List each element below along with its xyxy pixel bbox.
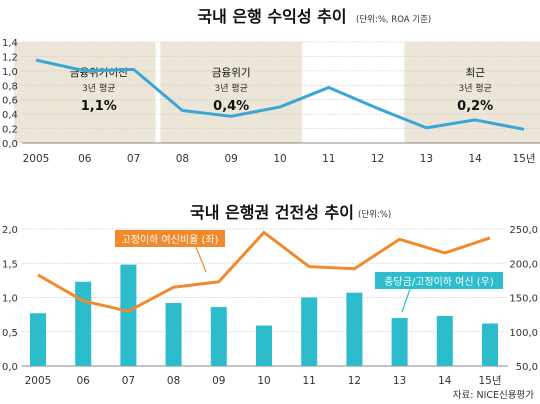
bar-coverage-ratio [165,302,182,366]
x-tick-label: 06 [77,375,91,387]
x-tick-label: 11 [303,375,316,387]
x-tick-label: 13 [393,375,406,387]
bar-coverage-ratio [301,297,318,366]
x-tick-label: 10 [257,375,270,387]
bar-coverage-ratio [256,325,272,366]
chart-roa-unit: (단위:%, ROA 기준) [356,14,431,25]
period-subtitle: 3년 평균 [458,83,491,94]
period-title: 금융위기 [212,66,251,79]
y-tick-label: 0,8 [2,81,18,92]
legend-coverage-ratio-text: 충당금/고정이하 여신 (우) [384,275,494,288]
x-tick-label: 07 [127,153,140,165]
period-shade-2 [404,42,540,143]
y-right-tick-label: 100,0 [509,328,538,339]
legend-npl-ratio: 고정이하 여신비율 (좌) [115,230,225,273]
roa-line [35,58,525,131]
x-tick-label: 15년 [512,153,535,165]
x-tick-label: 08 [167,375,180,387]
x-tick-label: 08 [176,153,189,165]
y-right-tick-label: 200,0 [509,259,538,270]
x-tick-label: 15년 [478,375,501,387]
bar-coverage-ratio [346,292,363,366]
npl-ratio-line [37,230,491,313]
y-tick-label: 1,0 [2,67,18,78]
period-value: 1,1% [81,99,117,114]
y-tick-label: 1,4 [2,38,18,49]
legend-coverage-ratio-pointer [401,288,411,313]
chart-roa-title: 국내 은행 수익성 추이 [197,7,346,26]
period-value: 0,2% [457,99,493,114]
y-left-tick-label: 1,5 [2,259,18,270]
y-tick-label: 0,0 [2,139,18,150]
bar-coverage-ratio [120,264,137,366]
x-tick-label: 2005 [23,153,50,165]
source-note: 자료: NICE신용평가 [453,390,534,401]
chart-roa: 국내 은행 수익성 추이 (단위:%, ROA 기준) 1,4 1,2 1,0 0,8… [2,7,540,165]
y-left-tick-label: 0,5 [2,328,18,339]
x-tick-label: 09 [212,375,225,387]
bar-coverage-ratio [30,313,46,366]
x-tick-label: 2005 [25,375,52,387]
x-tick-label: 06 [78,153,92,165]
y-left-tick-label: 0,0 [2,362,18,373]
legend-coverage-ratio: 충당금/고정이하 여신 (우) [375,272,503,313]
y-left-tick-label: 1,0 [2,294,18,305]
bar-coverage-ratio [210,307,227,366]
y-tick-label: 0,6 [2,96,18,107]
legend-coverage-ratio-box [375,272,503,289]
x-tick-label: 11 [322,153,335,165]
period-subtitle: 3년 평균 [82,83,115,94]
chart-soundness-unit: (단위:%) [358,209,391,220]
x-tick-label: 12 [371,153,384,165]
chart-soundness: 국내 은행권 건전성 추이 (단위:%) 2,0 1,5 1,0 0,5 0,0 250,… [2,203,538,387]
bar-coverage-ratio [75,281,92,366]
y-right-tick-label: 250,0 [509,225,538,236]
period-shade-1 [160,42,302,143]
x-tick-label: 13 [420,153,433,165]
period-value: 0,4% [213,99,249,114]
y-right-tick-label: 50,0 [516,362,538,373]
chart-soundness-title: 국내 은행권 건전성 추이 [190,203,354,222]
legend-npl-ratio-pointer [195,246,207,273]
x-tick-label: 10 [273,153,286,165]
y-tick-label: 1,2 [2,52,18,63]
y-tick-label: 0,2 [2,125,18,136]
legend-npl-ratio-text: 고정이하 여신비율 (좌) [122,233,219,246]
y-tick-label: 0,4 [2,110,18,121]
bar-coverage-ratio [482,323,498,366]
bar-coverage-ratio [391,318,408,366]
x-tick-label: 14 [438,375,452,387]
x-tick-label: 12 [348,375,361,387]
period-subtitle: 3년 평균 [214,83,247,94]
x-tick-label: 07 [122,375,135,387]
y-left-tick-label: 2,0 [2,225,18,236]
bar-coverage-ratio [436,315,453,366]
x-tick-label: 14 [469,153,483,165]
x-tick-label: 09 [225,153,238,165]
period-shade-0 [14,42,156,143]
legend-npl-ratio-box [115,230,225,247]
period-title: 최근 [466,67,486,79]
y-right-tick-label: 150,0 [509,294,538,305]
